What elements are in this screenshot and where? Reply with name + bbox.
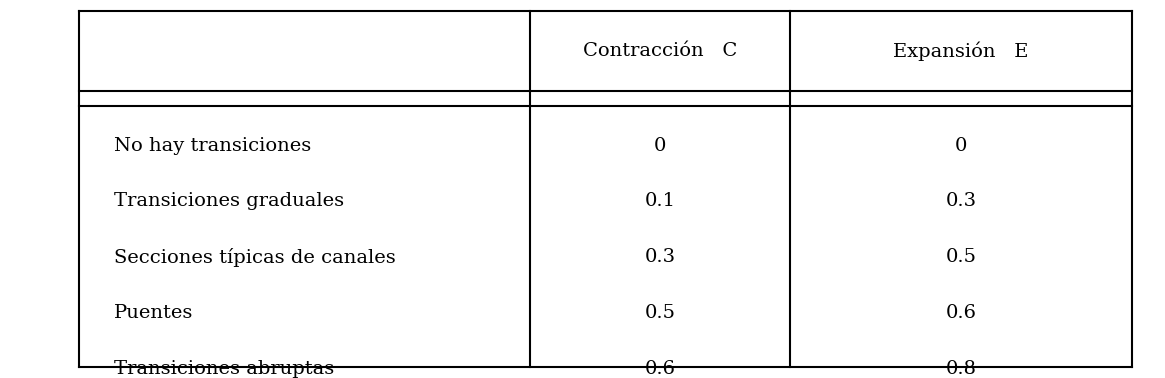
Text: 0: 0 [654,136,666,155]
Text: Transiciones abruptas: Transiciones abruptas [114,360,334,378]
Text: 0.1: 0.1 [644,192,676,211]
Text: No hay transiciones: No hay transiciones [114,136,311,155]
Text: 0.3: 0.3 [946,192,976,211]
Text: Secciones típicas de canales: Secciones típicas de canales [114,248,396,267]
Text: Contracción   C: Contracción C [582,42,737,60]
Text: Transiciones graduales: Transiciones graduales [114,192,345,211]
Text: 0.8: 0.8 [946,360,976,378]
Text: 0.6: 0.6 [946,304,976,322]
Text: Expansión   E: Expansión E [894,41,1029,61]
Text: 0.5: 0.5 [946,248,976,266]
Text: Puentes: Puentes [114,304,193,322]
Text: 0.5: 0.5 [644,304,676,322]
Text: 0.3: 0.3 [644,248,676,266]
Text: 0: 0 [955,136,967,155]
Text: 0.6: 0.6 [644,360,676,378]
